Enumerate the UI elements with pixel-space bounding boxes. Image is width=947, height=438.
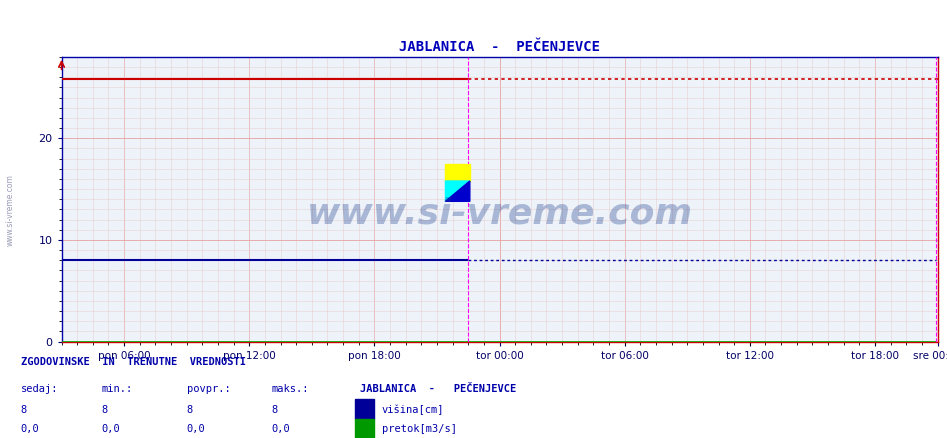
- Text: 0,0: 0,0: [101, 424, 120, 434]
- Polygon shape: [445, 164, 470, 181]
- Text: sedaj:: sedaj:: [21, 384, 59, 394]
- Text: www.si-vreme.com: www.si-vreme.com: [307, 197, 692, 230]
- Text: 8: 8: [101, 405, 108, 415]
- Text: 8: 8: [272, 405, 278, 415]
- Text: JABLANICA  -   PEČENJEVCE: JABLANICA - PEČENJEVCE: [360, 384, 516, 394]
- Text: 0,0: 0,0: [21, 424, 40, 434]
- Title: JABLANICA  -  PEČENJEVCE: JABLANICA - PEČENJEVCE: [399, 40, 600, 54]
- Text: min.:: min.:: [101, 384, 133, 394]
- Text: 8: 8: [21, 405, 27, 415]
- Text: pretok[m3/s]: pretok[m3/s]: [382, 424, 456, 434]
- Text: maks.:: maks.:: [272, 384, 310, 394]
- Text: povpr.:: povpr.:: [187, 384, 230, 394]
- Text: ZGODOVINSKE  IN  TRENUTNE  VREDNOSTI: ZGODOVINSKE IN TRENUTNE VREDNOSTI: [21, 357, 246, 367]
- Text: višina[cm]: višina[cm]: [382, 405, 444, 415]
- Polygon shape: [445, 181, 470, 201]
- Text: 0,0: 0,0: [272, 424, 291, 434]
- Text: 0,0: 0,0: [187, 424, 205, 434]
- Bar: [355, 419, 374, 438]
- Text: www.si-vreme.com: www.si-vreme.com: [6, 174, 15, 246]
- Text: 8: 8: [187, 405, 193, 415]
- Bar: [355, 399, 374, 419]
- Polygon shape: [445, 181, 470, 201]
